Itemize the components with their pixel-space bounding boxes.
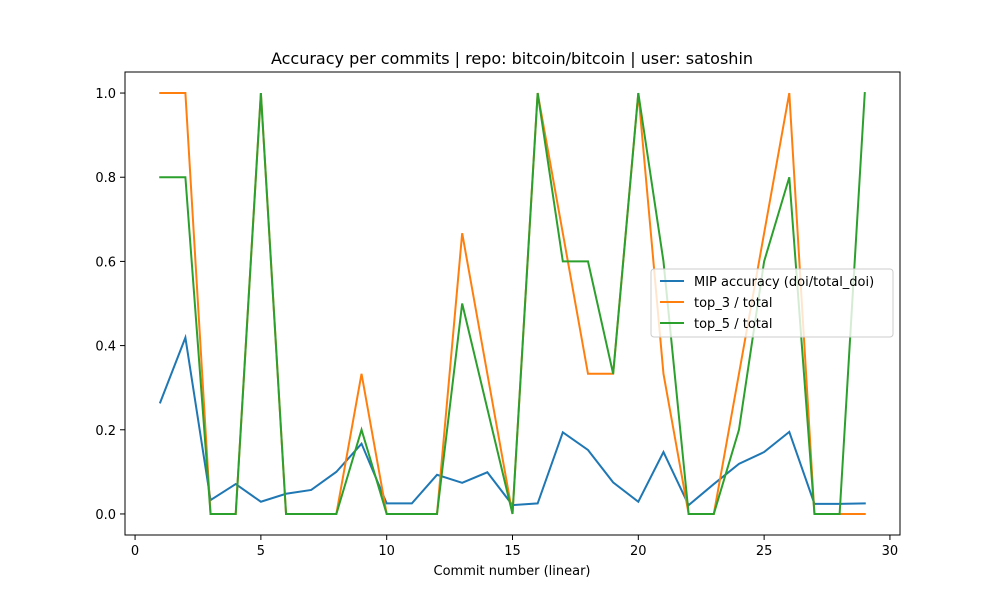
- axes-layer: 0 5 10 15 20 25 30 0.0 0.2 0.4 0.6 0.8 1.0: [95, 71, 901, 559]
- x-tick-label: 5: [257, 544, 265, 559]
- y-tick-label: 0.6: [95, 255, 116, 270]
- x-tick-label: 0: [131, 544, 139, 559]
- chart-title: Accuracy per commits | repo: bitcoin/bit…: [271, 49, 753, 68]
- x-tick-label: 15: [504, 544, 521, 559]
- legend-label-3: top_5 / total: [694, 317, 772, 332]
- series-line-3: [159, 91, 866, 515]
- legend-label-2: top_3 / total: [694, 296, 772, 311]
- legend-label-1: MIP accuracy (doi/total_doi): [694, 275, 874, 290]
- y-tick-label: 0.0: [95, 508, 116, 523]
- y-tick-label: 0.2: [95, 424, 116, 439]
- legend: MIP accuracy (doi/total_doi) top_3 / tota…: [650, 268, 894, 338]
- x-tick-label: 25: [756, 544, 773, 559]
- x-tick-label: 10: [378, 544, 395, 559]
- legend-box: [650, 268, 894, 338]
- y-tick-label: 0.8: [95, 171, 116, 186]
- y-tick-label: 1.0: [95, 87, 116, 102]
- x-axis-label: Commit number (linear): [434, 564, 591, 579]
- x-tick-label: 20: [630, 544, 647, 559]
- x-tick-label: 30: [882, 544, 899, 559]
- y-tick-label: 0.4: [95, 340, 116, 355]
